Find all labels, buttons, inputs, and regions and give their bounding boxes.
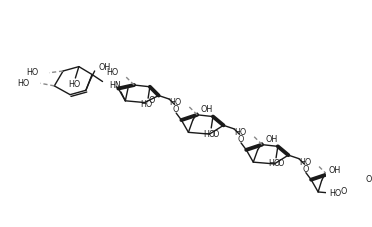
- Text: HO: HO: [26, 68, 39, 77]
- Text: HO: HO: [17, 79, 30, 88]
- Text: O: O: [148, 96, 154, 105]
- Text: HO: HO: [268, 159, 280, 168]
- Text: HO: HO: [140, 100, 153, 109]
- Text: OH: OH: [266, 135, 278, 144]
- Text: HO: HO: [330, 189, 342, 198]
- Text: HO: HO: [169, 98, 182, 107]
- Text: O: O: [173, 105, 179, 114]
- Text: HO: HO: [203, 130, 216, 139]
- Text: OH: OH: [328, 165, 341, 175]
- Text: O: O: [278, 159, 284, 168]
- Text: HN: HN: [109, 81, 121, 89]
- Text: O: O: [213, 130, 219, 139]
- Text: OH: OH: [201, 105, 213, 114]
- Text: O: O: [238, 135, 244, 144]
- Text: HO: HO: [234, 128, 246, 137]
- Text: O: O: [303, 165, 309, 174]
- Text: HO: HO: [68, 80, 81, 89]
- Text: OH: OH: [98, 63, 110, 72]
- Text: O: O: [341, 188, 347, 196]
- Text: HO: HO: [299, 158, 311, 167]
- Text: OH: OH: [365, 175, 372, 184]
- Text: HO: HO: [106, 68, 118, 77]
